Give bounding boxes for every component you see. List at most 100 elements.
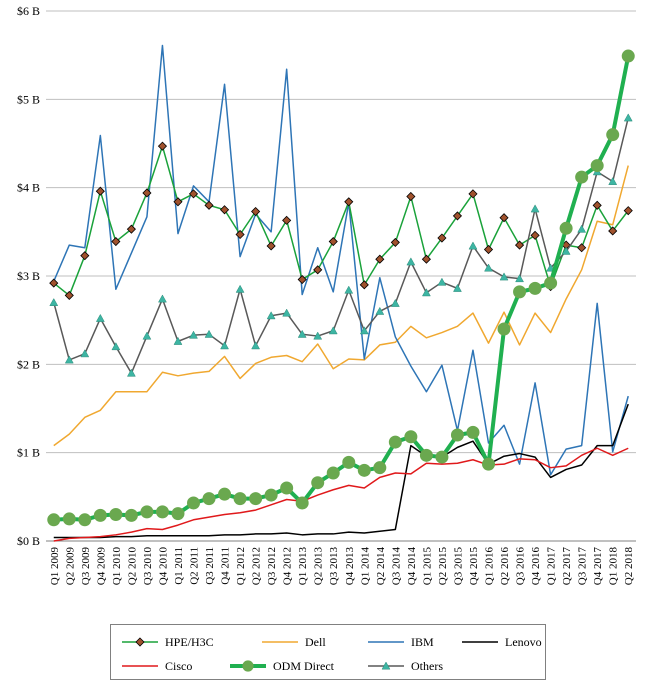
data-point bbox=[328, 236, 338, 247]
x-tick-label: Q2 2011 bbox=[189, 547, 201, 585]
x-axis: Q1 2009 Q2 2009 Q3 2009 Q4 2009 Q1 2010 Q2 20… bbox=[46, 540, 636, 586]
data-point bbox=[466, 425, 480, 439]
data-point bbox=[373, 461, 387, 475]
data-point bbox=[173, 197, 183, 207]
series-others bbox=[49, 113, 633, 377]
data-point bbox=[468, 241, 478, 250]
data-point bbox=[126, 224, 136, 234]
series-odm-direct bbox=[47, 49, 635, 527]
data-point bbox=[390, 298, 400, 307]
data-point bbox=[109, 508, 123, 521]
legend-label: ODM Direct bbox=[273, 658, 334, 673]
data-point bbox=[62, 512, 76, 526]
x-tick-label: Q4 2013 bbox=[344, 547, 356, 586]
y-tick-label: $6 B bbox=[17, 4, 40, 18]
data-point bbox=[80, 251, 90, 261]
legend-label: IBM bbox=[411, 634, 434, 649]
data-point bbox=[561, 246, 571, 255]
data-point bbox=[158, 294, 167, 303]
legend-label: Lenovo bbox=[505, 634, 542, 649]
data-point bbox=[282, 215, 292, 225]
series-lenovo bbox=[53, 403, 629, 539]
data-point bbox=[419, 448, 433, 462]
data-point bbox=[375, 254, 385, 264]
data-point bbox=[47, 513, 61, 527]
x-tick-label: Q1 2015 bbox=[421, 547, 433, 586]
x-tick-label: Q1 2016 bbox=[484, 547, 496, 586]
x-tick-label: Q2 2017 bbox=[561, 547, 573, 586]
legend-swatch bbox=[230, 660, 266, 672]
data-point bbox=[204, 329, 214, 338]
data-point bbox=[575, 170, 589, 184]
y-tick-label: $3 B bbox=[17, 269, 40, 283]
series-ibm bbox=[53, 44, 629, 476]
x-tick-label: Q3 2011 bbox=[204, 547, 216, 585]
x-tick-label: Q2 2013 bbox=[313, 547, 325, 586]
legend-item: ODM Direct bbox=[229, 657, 334, 675]
data-point bbox=[64, 290, 74, 300]
data-point bbox=[359, 326, 369, 335]
data-point bbox=[592, 200, 602, 210]
data-point bbox=[421, 254, 431, 264]
legend-swatch bbox=[462, 641, 498, 643]
data-point bbox=[468, 189, 478, 199]
data-point bbox=[124, 508, 138, 522]
data-point bbox=[187, 496, 200, 510]
x-tick-label: Q2 2016 bbox=[499, 547, 511, 586]
series-line bbox=[53, 145, 629, 297]
data-point bbox=[608, 176, 618, 185]
data-point bbox=[406, 257, 416, 266]
data-point bbox=[233, 492, 247, 506]
data-point bbox=[249, 492, 263, 506]
data-point bbox=[606, 128, 620, 142]
legend-swatch bbox=[122, 665, 158, 667]
data-point bbox=[621, 49, 635, 63]
data-point bbox=[344, 197, 354, 207]
legend-swatch bbox=[262, 641, 298, 643]
x-tick-label: Q3 2014 bbox=[390, 547, 402, 586]
data-point bbox=[342, 455, 356, 469]
data-point bbox=[530, 204, 540, 213]
x-tick-label: Q1 2010 bbox=[111, 547, 123, 586]
data-point bbox=[530, 230, 540, 240]
series-hpe-h3c bbox=[49, 141, 633, 300]
x-tick-label: Q1 2012 bbox=[235, 547, 247, 585]
data-point bbox=[157, 141, 168, 151]
data-point bbox=[453, 283, 462, 292]
data-point bbox=[450, 428, 464, 442]
data-point bbox=[608, 226, 618, 236]
x-tick-label: Q4 2012 bbox=[282, 547, 294, 585]
x-tick-label: Q4 2010 bbox=[157, 547, 169, 586]
x-tick-label: Q3 2016 bbox=[515, 547, 527, 586]
data-point bbox=[421, 288, 431, 297]
data-point bbox=[313, 331, 323, 340]
y-axis: $0 B $1 B $2 B $3 B $4 B $5 B $6 B bbox=[17, 4, 40, 548]
legend-item: Dell bbox=[261, 633, 326, 651]
data-point bbox=[437, 233, 447, 243]
x-tick-label: Q4 2011 bbox=[220, 547, 232, 585]
y-tick-label: $4 B bbox=[17, 181, 40, 195]
x-tick-label: Q4 2015 bbox=[468, 547, 480, 586]
data-point bbox=[78, 513, 92, 527]
legend-label: Cisco bbox=[165, 658, 193, 673]
x-tick-label: Q3 2012 bbox=[266, 547, 278, 585]
x-tick-label: Q4 2016 bbox=[530, 547, 542, 586]
data-point bbox=[251, 341, 261, 350]
data-point bbox=[437, 277, 447, 286]
data-point bbox=[313, 265, 323, 275]
data-point bbox=[155, 505, 169, 519]
legend-item: Others bbox=[367, 657, 443, 675]
x-tick-label: Q1 2009 bbox=[49, 547, 61, 586]
data-point bbox=[266, 311, 276, 320]
data-point bbox=[142, 188, 152, 198]
legend-label: Dell bbox=[305, 634, 326, 649]
data-point bbox=[80, 349, 90, 358]
x-tick-label: Q2 2018 bbox=[623, 547, 635, 586]
data-point bbox=[435, 450, 449, 464]
data-point bbox=[219, 205, 230, 215]
data-point bbox=[242, 660, 254, 672]
data-point bbox=[375, 306, 385, 315]
x-tick-label: Q3 2010 bbox=[142, 547, 154, 586]
data-point bbox=[452, 211, 463, 221]
data-point bbox=[280, 481, 294, 495]
